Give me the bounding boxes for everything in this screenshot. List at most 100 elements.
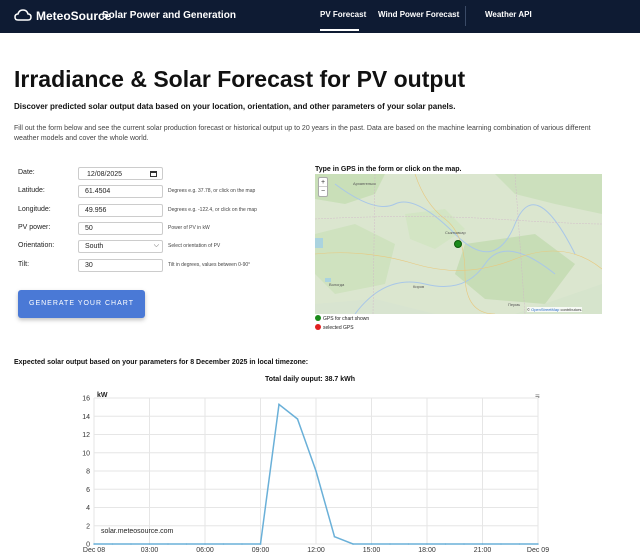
y-axis-label: kW	[97, 392, 108, 399]
attribution-suffix: contributors.	[560, 307, 583, 312]
map-title: Type in GPS in the form or click on the …	[315, 166, 462, 173]
active-nav-indicator	[320, 29, 359, 31]
page-title: Irradiance & Solar Forecast for PV outpu…	[14, 66, 466, 92]
data-point	[352, 543, 354, 545]
data-point	[500, 543, 502, 545]
legend-chart-text: GPS for chart shown	[323, 316, 370, 322]
data-point	[259, 543, 262, 545]
brand-name[interactable]: MeteoSource	[36, 9, 112, 23]
y-tick-label: 0	[86, 542, 90, 549]
osm-link[interactable]: OpenStreetMap	[531, 307, 560, 312]
chart-menu-icon[interactable]: ≡	[535, 392, 540, 401]
cloud-icon	[14, 9, 32, 21]
brand-subtitle: Solar Power and Generation	[102, 10, 236, 21]
x-tick-label: 09:00	[252, 547, 270, 552]
map-label-syktyvkar: Сыктывкар	[445, 230, 466, 235]
data-point	[278, 403, 280, 406]
data-point	[167, 543, 169, 545]
data-point	[111, 543, 114, 545]
data-point	[130, 543, 132, 545]
data-point	[426, 543, 428, 545]
orientation-row: Orientation: South ⌵ Select orientation …	[18, 240, 308, 254]
date-input[interactable]: 12/08/2025	[78, 167, 163, 180]
data-point	[333, 535, 336, 538]
data-point	[463, 543, 465, 545]
nav-pv-forecast[interactable]: PV Forecast	[320, 10, 367, 19]
page-description: Fill out the form below and see the curr…	[14, 125, 591, 142]
data-point	[481, 543, 484, 545]
nav-wind-forecast[interactable]: Wind Power Forecast	[378, 10, 460, 19]
orientation-select[interactable]: South ⌵	[78, 240, 163, 253]
y-tick-label: 2	[86, 523, 90, 530]
page-lead: Discover predicted solar output data bas…	[14, 102, 456, 111]
y-tick-label: 10	[82, 450, 90, 457]
map-label-kirov: Киров	[413, 284, 425, 289]
data-point	[241, 543, 243, 545]
data-point	[370, 543, 373, 545]
expected-output-heading: Expected solar output based on your para…	[14, 359, 309, 366]
tilt-input[interactable]: 30	[78, 259, 163, 272]
longitude-row: Longitude: 49.956 Degrees e.g. -122.4, o…	[18, 204, 308, 218]
y-tick-label: 8	[86, 469, 90, 476]
x-tick-label: 03:00	[141, 547, 159, 552]
latitude-label: Latitude:	[18, 187, 45, 194]
date-row: Date: 12/08/2025	[18, 167, 308, 181]
attribution-prefix: ©	[527, 307, 530, 312]
power-label: PV power:	[18, 224, 51, 231]
x-tick-label: 18:00	[418, 547, 436, 552]
x-tick-label: Dec 08	[83, 547, 105, 552]
x-tick-label: 21:00	[474, 547, 492, 552]
nav-divider	[465, 6, 466, 26]
x-tick-label: 15:00	[363, 547, 381, 552]
longitude-label: Longitude:	[18, 206, 51, 213]
green-dot-icon	[315, 315, 321, 321]
map-attribution: © OpenStreetMap contributors.	[527, 307, 583, 312]
y-tick-label: 12	[82, 432, 90, 439]
data-point	[315, 470, 317, 472]
data-point	[518, 543, 521, 545]
map-label-arkhangelsk: Архангельск	[353, 181, 376, 186]
data-point	[222, 543, 225, 545]
top-navbar: MeteoSource Solar Power and Generation P…	[0, 0, 640, 33]
data-point	[185, 543, 188, 545]
data-point	[296, 418, 299, 420]
chevron-down-icon: ⌵	[153, 242, 159, 249]
data-point	[537, 543, 539, 545]
y-tick-label: 14	[82, 414, 90, 421]
x-tick-label: 06:00	[196, 547, 214, 552]
tilt-help: Tilt in degrees, values between 0-90°	[168, 262, 251, 268]
latitude-row: Latitude: 61.4504 Degrees e.g. 37.78, or…	[18, 185, 308, 199]
orientation-value: South	[85, 243, 104, 250]
map-marker[interactable]	[454, 240, 462, 248]
chart-credit: solar.meteosource.com	[101, 528, 174, 535]
tilt-label: Tilt:	[18, 261, 30, 268]
latitude-input[interactable]: 61.4504	[78, 185, 163, 198]
power-row: PV power: 50 Power of PV in kW	[18, 222, 308, 236]
x-tick-label: 12:00	[307, 547, 325, 552]
map-label-perm: Пермь	[508, 302, 521, 307]
data-point	[444, 543, 447, 545]
orientation-help: Select orientation of PV	[168, 243, 221, 249]
zoom-in-button[interactable]: +	[319, 179, 327, 187]
solar-output-chart: 0 2 4 6 8 10 12 14 16 Dec 08 03:00 06:00 09:00 12:00 1…	[0, 386, 640, 552]
calendar-icon[interactable]	[150, 171, 157, 177]
longitude-input[interactable]: 49.956	[78, 204, 163, 217]
chart-title: Total daily ouput: 38.7 kWh	[264, 376, 356, 383]
tilt-row: Tilt: 30 Tilt in degrees, values between…	[18, 259, 308, 273]
legend-selected-text: selected GPS	[323, 325, 354, 331]
date-value: 12/08/2025	[87, 171, 123, 178]
y-tick-label: 4	[86, 505, 90, 512]
x-tick-label: Dec 09	[527, 547, 549, 552]
longitude-help: Degrees e.g. -122.4, or click on the map	[168, 207, 257, 213]
y-tick-label: 16	[82, 396, 90, 403]
date-label: Date:	[18, 169, 35, 176]
red-dot-icon	[315, 324, 321, 330]
y-tick-label: 6	[86, 487, 90, 494]
latitude-help: Degrees e.g. 37.78, or click on the map	[168, 188, 256, 194]
map-label-vologda: Вологда	[329, 282, 345, 287]
map-zoom-control: + −	[318, 177, 328, 197]
power-input[interactable]: 50	[78, 222, 163, 235]
nav-weather-api[interactable]: Weather API	[485, 10, 532, 19]
generate-chart-button[interactable]: GENERATE YOUR CHART	[18, 290, 145, 318]
zoom-out-button[interactable]: −	[320, 188, 326, 195]
